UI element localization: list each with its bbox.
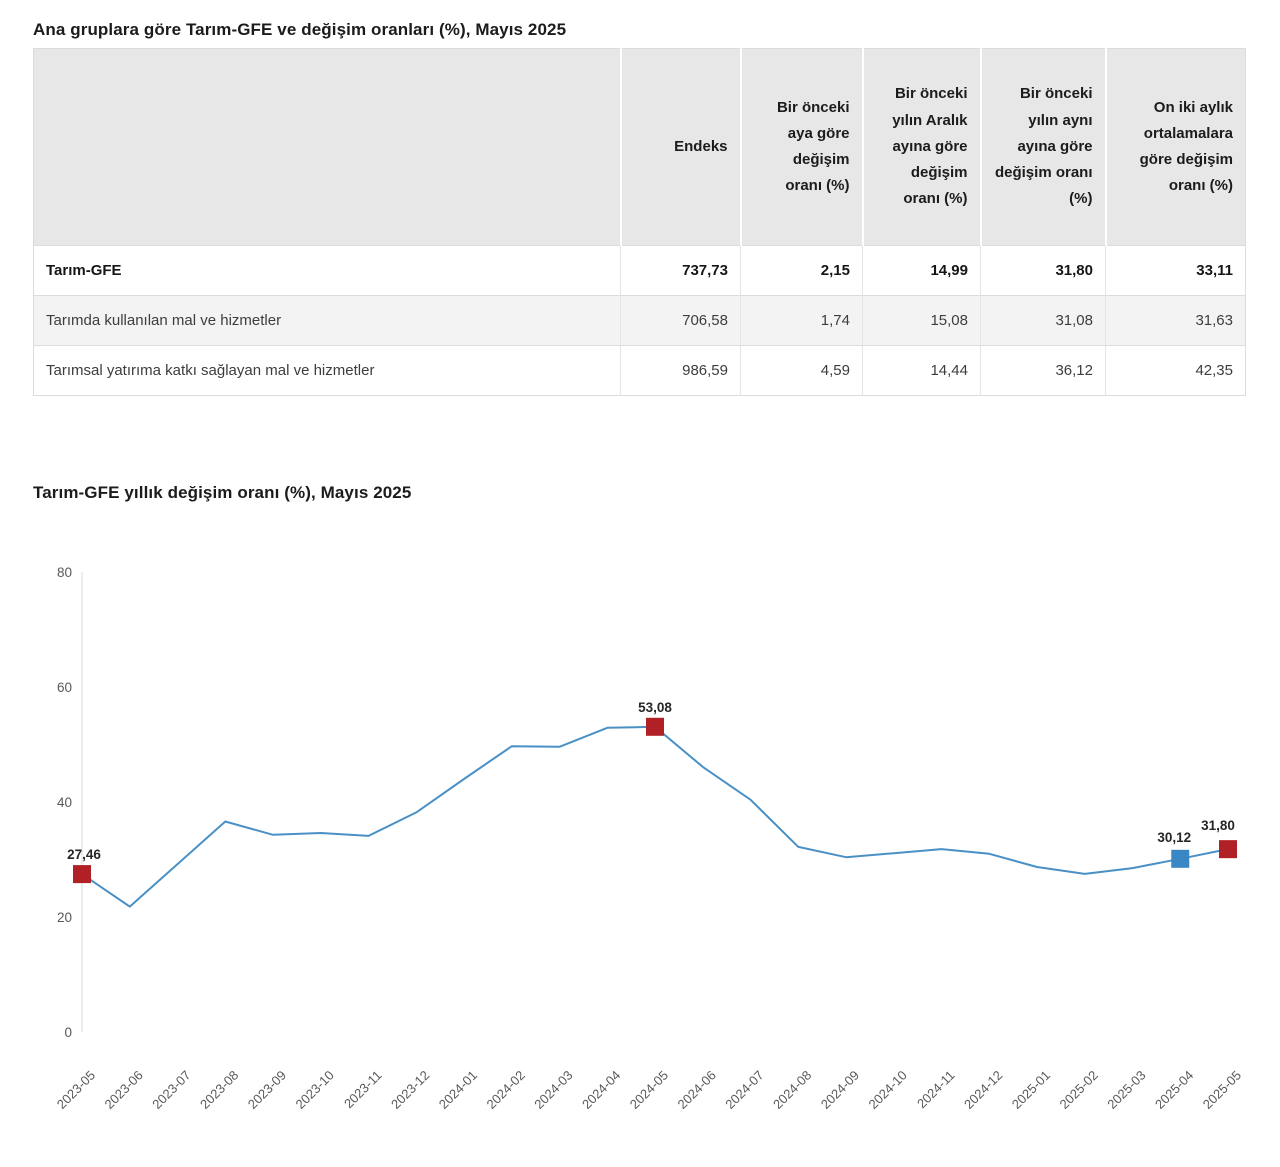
row-label: Tarımda kullanılan mal ve hizmetler bbox=[33, 295, 621, 346]
table-row: Tarım-GFE 737,73 2,15 14,99 31,80 33,11 bbox=[33, 245, 1246, 296]
data-point-label: 27,46 bbox=[67, 847, 101, 862]
chart-title: Tarım-GFE yıllık değişim oranı (%), Mayı… bbox=[33, 483, 412, 502]
table-cell: 14,99 bbox=[862, 245, 981, 296]
data-point-marker[interactable] bbox=[1171, 849, 1190, 868]
x-tick-label: 2023-10 bbox=[293, 1068, 337, 1112]
column-header-endeks: Endeks bbox=[619, 48, 741, 246]
y-tick-label: 0 bbox=[64, 1025, 72, 1040]
table-cell: 14,44 bbox=[862, 345, 981, 396]
table-cell: 31,80 bbox=[980, 245, 1106, 296]
x-tick-label: 2025-04 bbox=[1152, 1068, 1196, 1112]
row-label: Tarımsal yatırıma katkı sağlayan mal ve … bbox=[33, 345, 621, 396]
trend-line bbox=[81, 725, 1229, 908]
y-tick-label: 20 bbox=[57, 910, 72, 925]
table-row: Tarımda kullanılan mal ve hizmetler 706,… bbox=[33, 295, 1246, 346]
column-header-december-change: Bir önceki yılın Aralık ayına göre değiş… bbox=[861, 48, 981, 246]
data-point-label: 30,12 bbox=[1157, 830, 1191, 845]
x-tick-label: 2024-02 bbox=[484, 1068, 528, 1112]
x-tick-label: 2023-07 bbox=[149, 1068, 193, 1112]
y-tick-label: 80 bbox=[57, 565, 72, 580]
table-cell: 33,11 bbox=[1105, 245, 1246, 296]
x-tick-label: 2024-06 bbox=[675, 1068, 719, 1112]
x-tick-label: 2023-06 bbox=[102, 1068, 146, 1112]
column-header-12month-avg-change: On iki aylık ortalamalara göre değişim o… bbox=[1104, 48, 1246, 246]
data-point-label: 31,80 bbox=[1201, 818, 1235, 833]
x-tick-label: 2024-01 bbox=[436, 1068, 480, 1112]
x-tick-label: 2024-07 bbox=[722, 1068, 766, 1112]
x-tick-label: 2025-03 bbox=[1104, 1068, 1148, 1112]
data-point-marker[interactable] bbox=[646, 717, 664, 736]
x-tick-label: 2025-02 bbox=[1057, 1068, 1101, 1112]
x-tick-label: 2024-08 bbox=[770, 1068, 814, 1112]
table-cell: 986,59 bbox=[620, 345, 741, 396]
table-cell: 15,08 bbox=[862, 295, 981, 346]
x-tick-label: 2024-03 bbox=[531, 1068, 575, 1112]
table-header-row: Endeks Bir önceki aya göre değişim oranı… bbox=[33, 48, 1246, 246]
x-tick-label: 2025-05 bbox=[1200, 1068, 1244, 1112]
row-label: Tarım-GFE bbox=[33, 245, 621, 296]
table-cell: 2,15 bbox=[740, 245, 863, 296]
x-tick-label: 2023-05 bbox=[54, 1068, 98, 1112]
table-row: Tarımsal yatırıma katkı sağlayan mal ve … bbox=[33, 345, 1246, 396]
column-header-annual-change: Bir önceki yılın aynı ayına göre değişim… bbox=[979, 48, 1106, 246]
y-tick-label: 40 bbox=[57, 795, 72, 810]
data-point-marker[interactable] bbox=[73, 865, 91, 884]
x-tick-label: 2024-04 bbox=[579, 1068, 623, 1112]
data-point-label: 53,08 bbox=[638, 700, 672, 715]
table-cell: 706,58 bbox=[620, 295, 741, 346]
x-tick-label: 2024-09 bbox=[818, 1068, 862, 1112]
column-header-monthly-change: Bir önceki aya göre değişim oranı (%) bbox=[739, 48, 863, 246]
table-cell: 42,35 bbox=[1105, 345, 1246, 396]
x-tick-label: 2024-10 bbox=[866, 1068, 910, 1112]
y-tick-label: 60 bbox=[57, 680, 72, 695]
table-cell: 737,73 bbox=[620, 245, 741, 296]
table-title: Ana gruplara göre Tarım-GFE ve değişim o… bbox=[33, 20, 567, 39]
x-tick-label: 2023-11 bbox=[341, 1068, 385, 1112]
x-tick-label: 2023-08 bbox=[197, 1068, 241, 1112]
x-tick-label: 2025-01 bbox=[1009, 1068, 1053, 1112]
table-cell: 31,08 bbox=[980, 295, 1106, 346]
x-tick-label: 2024-12 bbox=[961, 1068, 1005, 1112]
x-tick-label: 2023-09 bbox=[245, 1068, 289, 1112]
x-tick-label: 2024-11 bbox=[914, 1068, 958, 1112]
data-point-marker[interactable] bbox=[1219, 840, 1237, 859]
column-header-empty bbox=[33, 48, 621, 246]
x-tick-label: 2023-12 bbox=[388, 1068, 432, 1112]
table-cell: 36,12 bbox=[980, 345, 1106, 396]
table-cell: 4,59 bbox=[740, 345, 863, 396]
index-table: Endeks Bir önceki aya göre değişim oranı… bbox=[33, 48, 1246, 396]
table-cell: 31,63 bbox=[1105, 295, 1246, 346]
x-tick-label: 2024-05 bbox=[627, 1068, 671, 1112]
table-cell: 1,74 bbox=[740, 295, 863, 346]
